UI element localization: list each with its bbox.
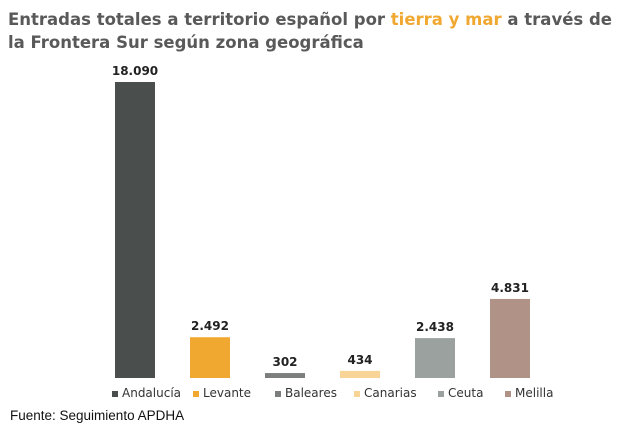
data-label-3: 302 — [272, 355, 297, 369]
legend-swatch-1 — [112, 391, 118, 397]
legend-swatch-4 — [354, 391, 360, 397]
legend-label-5: Ceuta — [448, 386, 483, 400]
legend-swatch-3 — [275, 391, 281, 397]
bar-3 — [265, 373, 305, 378]
data-label-4: 434 — [347, 353, 372, 367]
legend-label-6: Melilla — [515, 386, 553, 400]
legend-label-4: Canarias — [364, 386, 417, 400]
legend-swatch-6 — [505, 391, 511, 397]
bar-4 — [340, 370, 380, 378]
title-highlight: tierra y mar — [390, 10, 502, 29]
bar-2 — [190, 337, 230, 378]
legend-swatch-2 — [193, 391, 199, 397]
legend-label-2: Levante — [203, 386, 251, 400]
legend-swatch-5 — [438, 391, 444, 397]
source-note: Fuente: Seguimiento APDHA — [10, 408, 185, 423]
bar-6 — [490, 298, 530, 378]
data-label-5: 2.438 — [416, 320, 454, 334]
title-part2: a través de la Frontera Sur según zona g… — [8, 10, 612, 52]
chart-title: Entradas totales a territorio español po… — [8, 8, 618, 54]
bar-1 — [115, 82, 155, 378]
title-part1: Entradas totales a territorio español po… — [8, 10, 391, 29]
data-label-6: 4.831 — [491, 281, 529, 295]
legend-label-1: Andalucía — [122, 386, 181, 400]
data-label-2: 2.492 — [191, 319, 229, 333]
data-label-1: 18.090 — [112, 64, 158, 78]
legend-label-3: Baleares — [285, 386, 337, 400]
bar-5 — [415, 338, 455, 378]
